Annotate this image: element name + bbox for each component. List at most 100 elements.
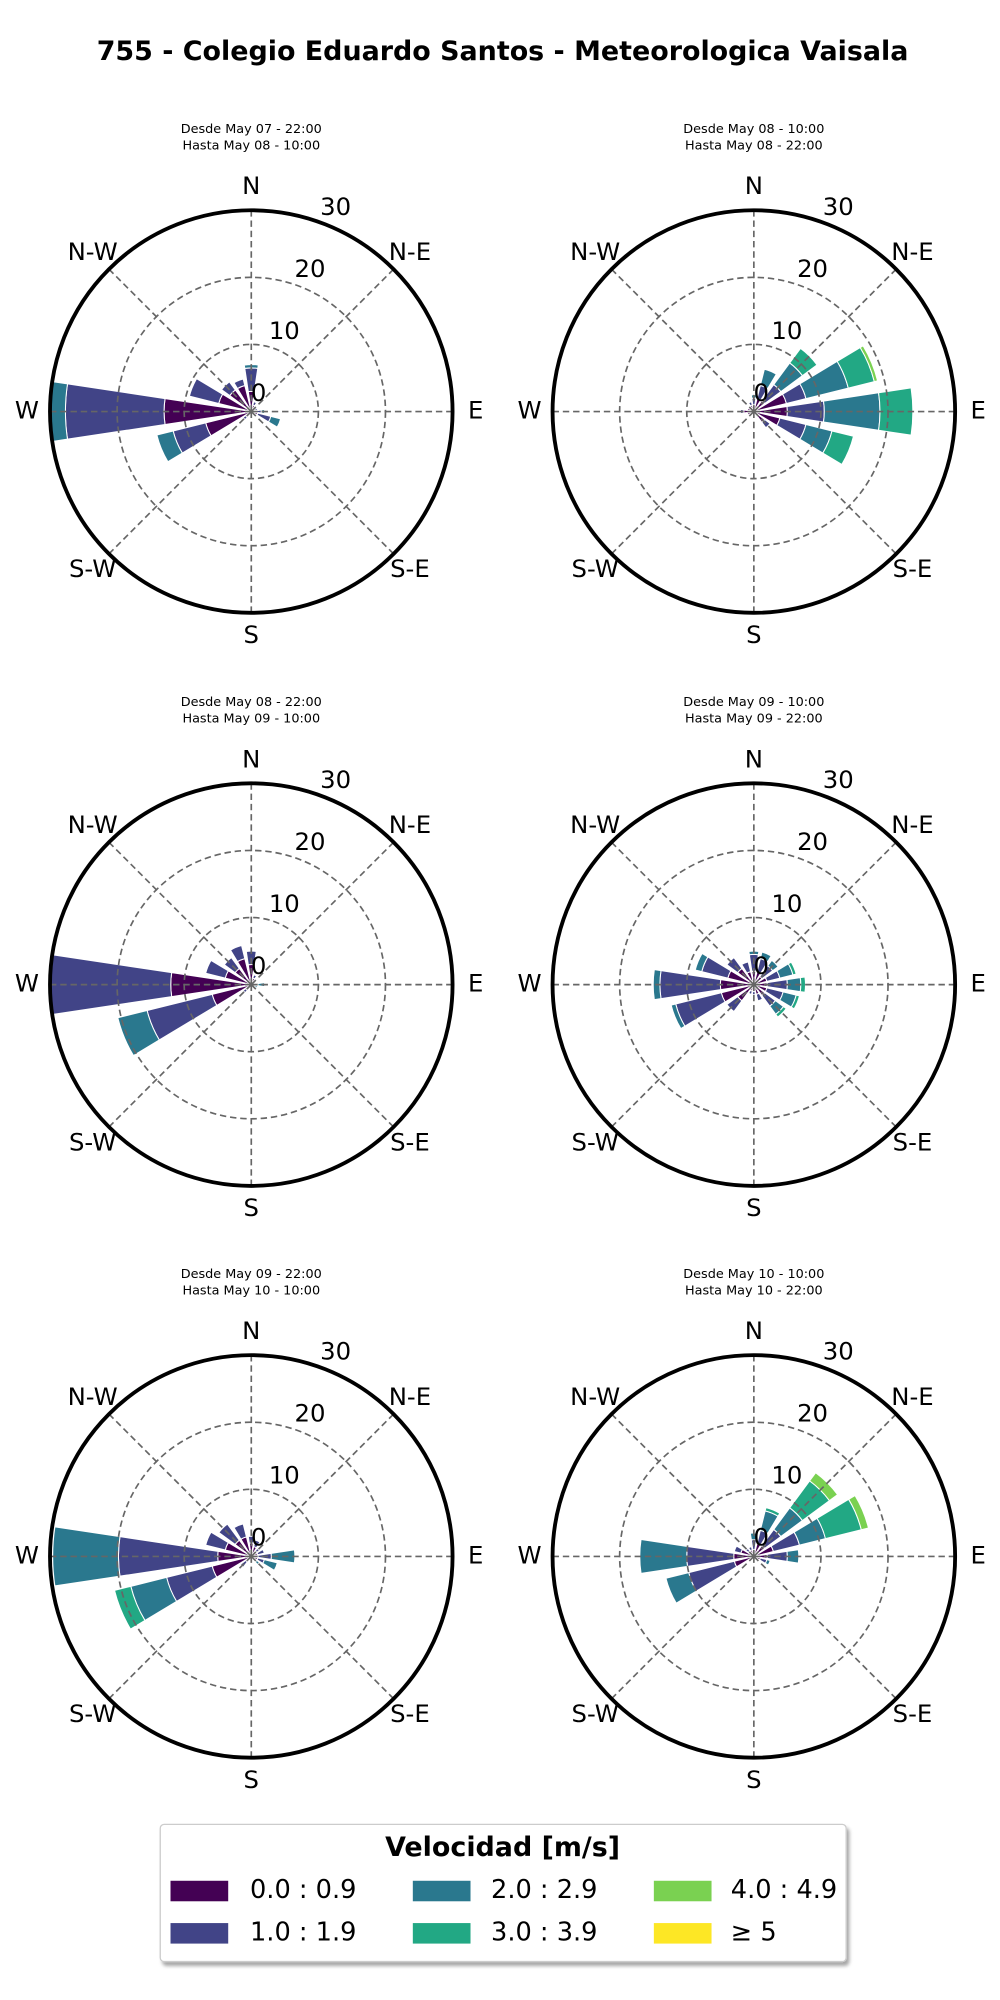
panel-subtitle: Desde May 08 - 10:00 (683, 122, 824, 137)
direction-label: S-W (572, 554, 619, 583)
wind-bar (755, 992, 764, 1002)
spoke (250, 984, 395, 1128)
legend-swatch (170, 1880, 229, 1902)
r-tick-label: 10 (771, 1461, 802, 1490)
legend-label: 2.0 : 2.9 (491, 1875, 597, 1905)
wind-bar (764, 1506, 781, 1517)
direction-label: S-E (893, 554, 933, 583)
direction-label: S-W (572, 1699, 619, 1728)
spoke (108, 410, 252, 555)
r-tick-label: 20 (797, 1399, 828, 1428)
polar-frame (48, 1353, 455, 1760)
r-tick-label: 0 (753, 378, 769, 407)
legend-label: 0.0 : 0.9 (250, 1875, 356, 1905)
polar-frame (550, 208, 958, 615)
r-tick-label: 30 (823, 192, 854, 221)
spoke (753, 410, 897, 555)
direction-label: N-E (891, 237, 933, 266)
direction-label: S-W (69, 1127, 116, 1156)
panel-subtitle: Hasta May 09 - 10:00 (182, 712, 320, 727)
r-tick-label: 30 (320, 1337, 351, 1366)
direction-label: N (242, 1316, 260, 1345)
direction-label: N-W (68, 810, 118, 839)
direction-label: S (244, 1193, 259, 1222)
direction-label: S (746, 620, 761, 649)
spoke (753, 1555, 897, 1700)
direction-label: S-W (69, 554, 116, 583)
spoke (753, 984, 897, 1128)
r-tick-label: 30 (320, 192, 351, 221)
spoke (610, 841, 755, 986)
r-tick-label: 10 (771, 316, 802, 345)
wind-bar (741, 961, 752, 974)
spoke (250, 1555, 395, 1700)
direction-label: S (244, 620, 259, 649)
wind-bar (257, 982, 266, 988)
wind-bar (188, 377, 224, 405)
spoke (108, 984, 252, 1128)
panel-subtitle: Desde May 10 - 10:00 (683, 1267, 824, 1282)
direction-label: S (244, 1765, 259, 1794)
wind-bar (670, 1003, 686, 1030)
direction-label: N-W (570, 237, 620, 266)
spoke (108, 1413, 252, 1557)
direction-label: N-E (891, 1382, 933, 1411)
direction-label: E (468, 1540, 483, 1569)
direction-label: S-E (390, 1127, 430, 1156)
direction-label: N (745, 1316, 763, 1345)
direction-label: E (971, 969, 986, 998)
panel-subtitle: Hasta May 08 - 10:00 (182, 139, 320, 154)
r-tick-label: 20 (295, 1399, 326, 1428)
direction-label: S-E (390, 554, 430, 583)
wind-bar (229, 944, 246, 963)
wind-bar (790, 994, 801, 1010)
direction-label: S-W (572, 1127, 619, 1156)
direction-label: N (745, 171, 763, 200)
wind-bar (733, 1545, 744, 1554)
wind-bar (822, 430, 855, 466)
spoke (250, 1413, 395, 1557)
wind-bar (254, 1547, 261, 1554)
legend-swatch (653, 1923, 712, 1944)
direction-label: E (971, 396, 986, 425)
polar-frame (550, 1353, 958, 1760)
panel-subtitle: Hasta May 10 - 10:00 (182, 1284, 320, 1299)
direction-label: N (242, 171, 260, 200)
legend-label: ≥ 5 (731, 1917, 777, 1947)
wind-bar (156, 430, 184, 463)
wind-bar (242, 414, 249, 421)
wind-bar (694, 952, 709, 973)
direction-label: E (971, 1540, 986, 1569)
wind-bar (859, 345, 879, 383)
wind-bar (688, 1560, 738, 1592)
r-tick-label: 20 (295, 254, 326, 283)
direction-label: N-E (891, 810, 933, 839)
wind-bar (113, 1585, 146, 1630)
wind-bar (253, 407, 259, 412)
wind-bar (786, 1549, 800, 1564)
wind-bar (253, 984, 259, 989)
wind-bar (799, 976, 807, 993)
r-tick-label: 10 (269, 1461, 300, 1490)
legend-swatch (412, 1923, 471, 1944)
direction-label: S-E (390, 1699, 430, 1728)
panel-subtitle: Hasta May 08 - 22:00 (685, 139, 823, 154)
wind-bar (252, 974, 258, 980)
direction-label: N-W (68, 237, 118, 266)
direction-label: N (242, 744, 260, 773)
polar-frame (48, 781, 455, 1188)
direction-label: S (746, 1193, 761, 1222)
direction-label: E (468, 396, 483, 425)
wind-bar (233, 378, 246, 390)
r-tick-label: 10 (771, 889, 802, 918)
spoke (753, 268, 897, 413)
spoke (250, 268, 395, 413)
wind-bar (267, 415, 282, 428)
direction-label: N-W (570, 1382, 620, 1411)
panel-subtitle: Desde May 08 - 22:00 (181, 695, 322, 710)
spoke (108, 268, 252, 413)
wind-bar (759, 951, 772, 963)
direction-label: S (746, 1765, 761, 1794)
spoke (108, 841, 252, 986)
